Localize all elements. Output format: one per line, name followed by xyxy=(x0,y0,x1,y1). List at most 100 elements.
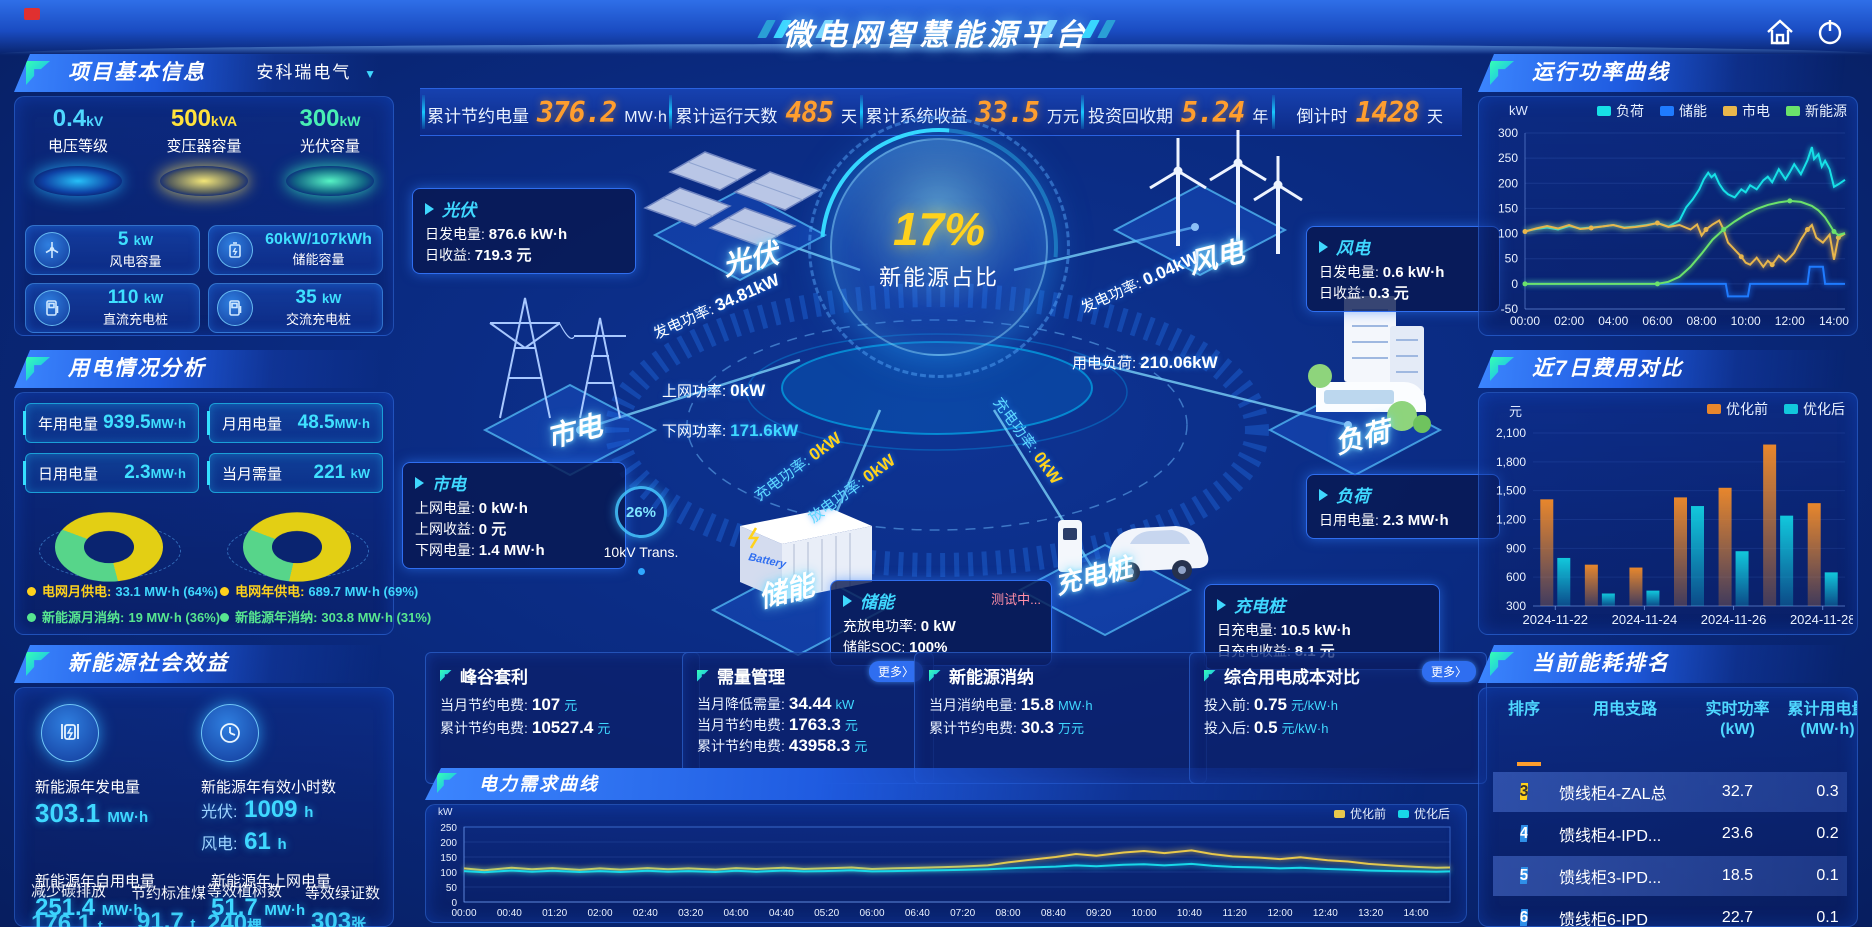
svg-text:03:20: 03:20 xyxy=(678,908,703,919)
capacity-card-ac-charger: 35 kW 交流充电桩 xyxy=(208,283,383,333)
card-title: 峰谷套利 xyxy=(460,668,528,687)
scroll-indicator xyxy=(1517,762,1541,766)
panel-power-usage: 用电情况分析 年用电量 939.5MW·h 月用电量 48.5MW·h 日用电量 2.… xyxy=(14,350,431,635)
legend-item[interactable]: 优化后 xyxy=(1397,805,1450,822)
panel-body: kW 负荷 储能 市电 新能源 300 250 200 150 100 50 0 -50 00:00 0… xyxy=(1478,96,1858,336)
charger-icon xyxy=(34,290,70,326)
svg-text:150: 150 xyxy=(1498,201,1518,215)
svg-text:50: 50 xyxy=(446,883,458,894)
legend-item[interactable]: 负荷 xyxy=(1597,101,1644,121)
svg-text:150: 150 xyxy=(440,853,457,864)
table-row[interactable]: 3 馈线柜4-ZAL总 32.7 0.3 xyxy=(1493,772,1847,812)
panel-demand-curve: 电力需求曲线 kW 优化前 优化后 250 200 150 100 50 0 00:00 00:… xyxy=(425,768,1467,923)
power-icon[interactable] xyxy=(1812,14,1848,50)
pedestal-glow xyxy=(34,166,122,196)
svg-text:10:40: 10:40 xyxy=(1177,908,1202,919)
table-row[interactable]: 4 馈线柜4-IPD... 23.6 0.2 xyxy=(1519,825,1839,845)
svg-text:10:00: 10:00 xyxy=(1731,314,1761,328)
pedestal-label: 变压器容量 xyxy=(166,138,242,155)
top-bar: 微电网智慧能源平台 xyxy=(0,0,1872,56)
card-icon xyxy=(929,669,941,682)
divider xyxy=(860,95,864,129)
svg-text:250: 250 xyxy=(440,823,457,834)
company-select[interactable]: 安科瑞电气 ▼ xyxy=(256,54,378,93)
company-select-value: 安科瑞电气 xyxy=(256,63,352,82)
pedestal-unit: kVA xyxy=(210,113,238,129)
svg-text:300: 300 xyxy=(1506,599,1526,613)
legend-grid-month: 电网月供电: 33.1 MW·h (64%) xyxy=(27,581,220,600)
more-button[interactable]: 更多〉 xyxy=(1421,661,1476,682)
infobox-pv: 光伏 日发电量: 876.6 kW·h 日收益: 719.3 元 xyxy=(412,188,636,274)
svg-text:04:00: 04:00 xyxy=(1598,314,1628,328)
card-peak-valley-arbitrage: 峰谷套利 当月节约电费: 107 元 累计节约电费: 10527.4 元 xyxy=(425,652,700,784)
divider xyxy=(422,95,425,129)
kpi-unit: 天 xyxy=(841,108,858,126)
panel-header: 运行功率曲线 xyxy=(1478,54,1858,92)
svg-text:06:00: 06:00 xyxy=(1642,314,1672,328)
table-row[interactable]: 6 馈线柜6-IPD 22.7 0.1 xyxy=(1519,909,1839,927)
legend-item[interactable]: 优化前 xyxy=(1707,399,1768,419)
pedestal-glow xyxy=(160,166,248,196)
svg-text:1,800: 1,800 xyxy=(1496,455,1526,469)
donut-year-supply xyxy=(243,512,351,582)
panel-body: 0.4kV 电压等级 500kVA 变压器容量 300kW 光伏容量 xyxy=(14,96,394,336)
capacity-card-dc-charger: 110 kW 直流充电桩 xyxy=(25,283,200,333)
svg-text:2,100: 2,100 xyxy=(1496,426,1526,440)
svg-text:2024-11-22: 2024-11-22 xyxy=(1523,612,1589,627)
pedestal-voltage: 0.4kV 电压等级 xyxy=(15,105,141,196)
rank-badge: 3 xyxy=(1519,783,1529,800)
capacity-label: 直流充电桩 xyxy=(102,312,168,327)
capacity-value: 35 xyxy=(295,287,317,308)
more-button[interactable]: 更多〉 xyxy=(868,661,923,682)
chart-legend[interactable]: 优化前 优化后 xyxy=(1707,399,1845,419)
svg-text:100: 100 xyxy=(1498,227,1518,241)
panel-title: 电力需求曲线 xyxy=(479,774,599,794)
home-icon[interactable] xyxy=(1762,14,1798,50)
legend-item[interactable]: 优化后 xyxy=(1784,399,1845,419)
carousel-dot[interactable] xyxy=(637,568,645,575)
pedestal-transformer: 500kVA 变压器容量 xyxy=(141,105,267,196)
kpi-unit: 年 xyxy=(1252,108,1269,126)
legend-item[interactable]: 市电 xyxy=(1723,101,1770,121)
svg-text:250: 250 xyxy=(1498,151,1518,165)
renewable-share-label: 新能源占比 xyxy=(878,265,999,290)
cost-compare-chart: 300 600 900 1,200 1,500 1,800 2,100 2024-11-22 2… xyxy=(1483,423,1853,630)
capacity-value: 5 xyxy=(117,229,129,250)
flow-load: 用电负荷: 210.06kW xyxy=(1072,353,1218,372)
arrow-icon xyxy=(1217,598,1226,611)
svg-text:1,500: 1,500 xyxy=(1496,484,1526,498)
transformer-load-ring: 26% 10kV Trans. xyxy=(586,486,696,575)
table-row[interactable]: 5 馈线柜3-IPD... 18.5 0.1 xyxy=(1493,856,1847,896)
svg-text:0: 0 xyxy=(1511,277,1518,291)
kpi-value: 1428 xyxy=(1355,95,1420,129)
pedestal-label: 电压等级 xyxy=(47,138,108,155)
demand-curve-chart: 250 200 150 100 50 0 00:00 00:40 01:20 02:00 02:40… xyxy=(432,819,1460,920)
card-title: 需量管理 xyxy=(717,668,785,687)
svg-text:2024-11-28: 2024-11-28 xyxy=(1790,612,1853,627)
legend-item[interactable]: 储能 xyxy=(1660,101,1707,121)
kpi-saved-energy: 累计节约电量 376.2 MW·h xyxy=(427,96,667,129)
svg-text:05:20: 05:20 xyxy=(814,908,839,919)
kpi-value: 485 xyxy=(785,95,834,129)
kpi-unit: 天 xyxy=(1426,108,1443,126)
svg-text:600: 600 xyxy=(1506,570,1526,584)
legend-item[interactable]: 优化前 xyxy=(1333,805,1386,822)
pedestal-glow xyxy=(286,166,374,196)
svg-text:12:00: 12:00 xyxy=(1775,314,1805,328)
svg-text:04:40: 04:40 xyxy=(769,908,794,919)
legend-item[interactable]: 新能源 xyxy=(1786,101,1847,121)
chevron-down-icon: ▼ xyxy=(364,67,378,81)
svg-text:09:20: 09:20 xyxy=(1086,908,1111,919)
chart-legend[interactable]: 负荷 储能 市电 新能源 xyxy=(1597,101,1847,121)
card-demand-management: 需量管理 更多〉 当月降低需量: 34.44 kW 当月节约电费: 1763.3 元 累… xyxy=(682,652,934,784)
svg-text:200: 200 xyxy=(440,838,457,849)
svg-text:1,200: 1,200 xyxy=(1496,513,1526,527)
donut-month-supply xyxy=(55,512,163,582)
capacity-unit: kW xyxy=(321,291,342,306)
title-deco-icon xyxy=(757,20,776,38)
kpi-stats-bar: 累计节约电量 376.2 MW·h 累计运行天数 485 天 累计系统收益 33… xyxy=(420,88,1462,136)
svg-text:00:00: 00:00 xyxy=(451,908,476,919)
chart-legend[interactable]: 优化前 优化后 xyxy=(1333,805,1450,822)
capacity-card-storage: 60kW/107kWh 储能容量 xyxy=(208,225,383,275)
kpi-value: 376.2 xyxy=(537,95,617,129)
